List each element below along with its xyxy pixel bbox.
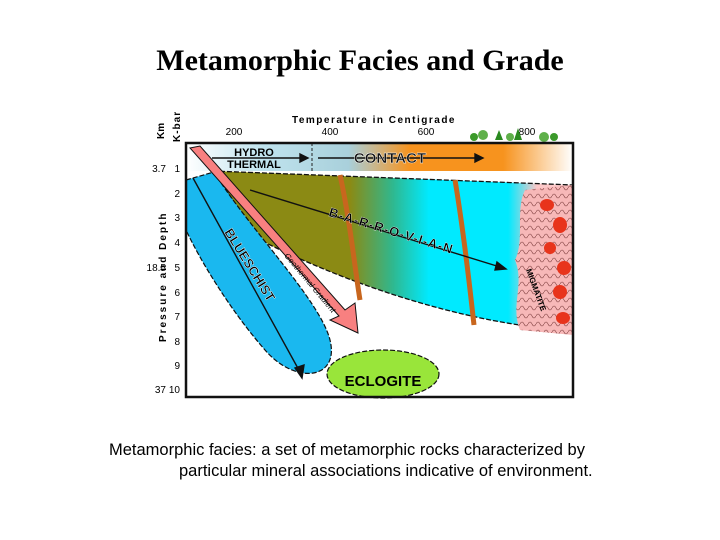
x-tick-600: 600 <box>418 127 435 138</box>
x-tick-400: 400 <box>322 127 339 138</box>
svg-text:9: 9 <box>174 361 180 372</box>
geothermal-gradient-arrow <box>189 145 359 334</box>
y-axis-kbar-label: K-bar <box>172 111 183 142</box>
hydrothermal-label-2: THERMAL <box>227 159 281 171</box>
x-tick-200: 200 <box>226 127 243 138</box>
trees-icon <box>470 128 558 142</box>
caption: Metamorphic facies: a set of metamorphic… <box>100 440 640 482</box>
svg-text:18.5: 18.5 <box>147 263 167 274</box>
x-axis-title: Temperature in Centigrade <box>292 115 456 126</box>
contact-band <box>186 143 573 171</box>
svg-text:6: 6 <box>174 288 180 299</box>
x-tick-800: 800 <box>519 127 536 138</box>
hydrothermal-label: HYDRO <box>234 147 274 159</box>
blueschist-field <box>185 171 332 374</box>
migmatite-blobs <box>540 199 571 324</box>
page-title: Metamorphic Facies and Grade <box>156 44 564 77</box>
caption-line-2: particular mineral associations indicati… <box>179 462 593 480</box>
svg-text:1: 1 <box>174 164 180 175</box>
svg-text:5: 5 <box>174 263 180 274</box>
y-axis-title: Pressure and Depth <box>158 212 169 342</box>
svg-text:4: 4 <box>174 238 180 249</box>
y-axis-km-label: Km <box>156 123 167 139</box>
caption-line-1: Metamorphic facies: a set of metamorphic… <box>109 441 585 459</box>
svg-text:7: 7 <box>174 312 180 323</box>
svg-text:3.7: 3.7 <box>152 164 166 175</box>
contact-label: CONTACT <box>354 150 426 167</box>
svg-text:3: 3 <box>174 213 180 224</box>
y-axis-ticks: 1 2 3 4 5 6 7 8 9 10 3.7 18.5 37 <box>147 164 181 396</box>
svg-text:37: 37 <box>155 385 167 396</box>
svg-text:8: 8 <box>174 337 180 348</box>
svg-text:2: 2 <box>174 189 180 200</box>
svg-text:10: 10 <box>169 385 181 396</box>
metamorphic-facies-diagram: Km K-bar Temperature in Centigrade 200 4… <box>147 111 575 399</box>
eclogite-label: ECLOGITE <box>345 373 422 390</box>
